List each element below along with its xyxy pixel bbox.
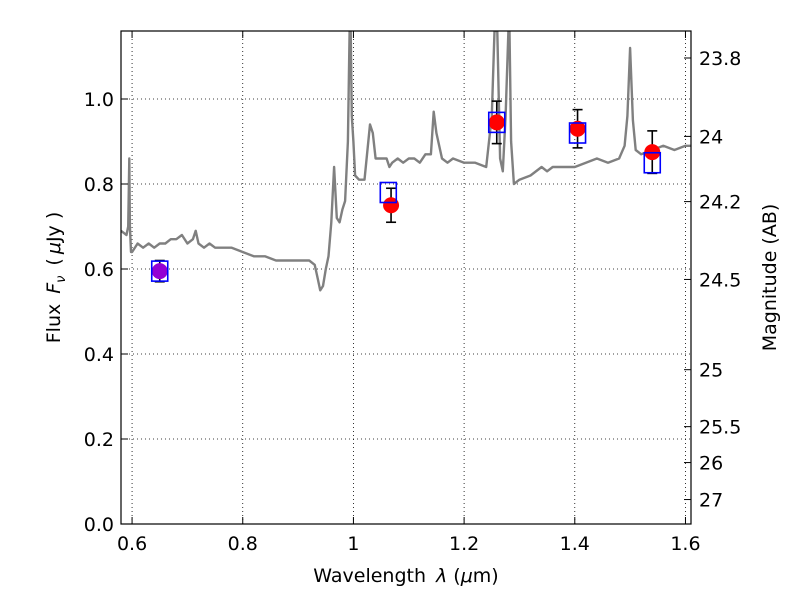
x-tick-label: 1.6	[670, 533, 700, 555]
model-square	[150, 260, 169, 282]
y-tick-label: 1.0	[84, 89, 114, 111]
y-tick-label: 0.6	[84, 259, 114, 281]
photometry-points	[150, 100, 662, 283]
y2-tick-label: 27	[699, 490, 723, 512]
x-tick-label: 1	[347, 533, 359, 555]
model-square	[487, 111, 506, 134]
model-square	[379, 181, 398, 204]
observed-point	[569, 120, 586, 137]
y2-tick-label: 25.5	[699, 417, 741, 439]
y-tick-label: 0.8	[84, 174, 114, 196]
model-spectrum	[121, 31, 691, 292]
y2-tick-label: 24	[699, 126, 723, 148]
observed-point	[383, 197, 400, 214]
x-tick-label: 1.4	[560, 533, 590, 555]
y-axis-label: FluxFν(μJy )	[43, 212, 69, 344]
y2-tick-label: 26	[699, 453, 723, 475]
x-tick-label: 0.6	[117, 533, 147, 555]
y2-tick-label: 24.5	[699, 269, 741, 291]
y2-tick-label: 25	[699, 360, 723, 382]
y-tick-label: 0.2	[84, 429, 114, 451]
model-square	[568, 122, 587, 144]
y2-tick-label: 23.8	[699, 48, 741, 70]
x-tick-label: 0.8	[228, 533, 258, 555]
observed-point	[151, 263, 168, 280]
x-tick-label: 1.2	[449, 533, 479, 555]
plot-frame	[120, 30, 692, 525]
model-square	[643, 151, 662, 174]
axis-ticks: 0.6 0.8 1 1.2 1.4 1.6 0.0 0.2 0.4 0.6 0.8 1.0 23.8 24…	[84, 31, 741, 555]
y2-axis-label: Magnitude (AB)	[759, 204, 781, 352]
y-tick-label: 0.4	[84, 344, 114, 366]
spectrum-line	[121, 31, 691, 292]
observed-point	[488, 114, 505, 131]
x-axis-label: Wavelength λ (μm)	[313, 565, 498, 587]
y-tick-label: 0.0	[84, 514, 114, 536]
y2-tick-label: 24.2	[699, 192, 741, 214]
grid-lines	[121, 31, 691, 525]
